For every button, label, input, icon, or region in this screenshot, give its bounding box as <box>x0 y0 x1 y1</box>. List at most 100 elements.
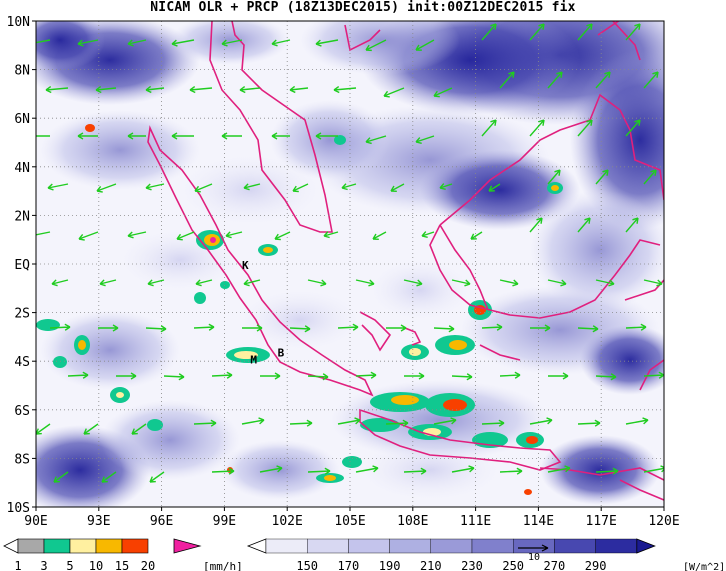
olr-legend-swatch <box>348 538 390 554</box>
station-label: B <box>278 346 285 359</box>
olr-legend-swatch <box>595 538 637 554</box>
wind-arrow <box>271 132 290 140</box>
wind-arrow <box>96 183 117 193</box>
wind-arrow <box>577 23 593 41</box>
wind-arrow <box>481 419 505 427</box>
wind-arrow <box>421 231 435 238</box>
wind-arrow <box>333 85 357 94</box>
wind-arrow <box>415 135 435 144</box>
precip-legend-swatch <box>121 538 149 554</box>
wind-arrow <box>36 39 51 44</box>
wind-arrow <box>95 85 117 94</box>
wind-arrow <box>355 465 379 473</box>
station-label: K <box>242 259 249 272</box>
wind-arrow <box>145 325 167 333</box>
wind-arrow <box>83 423 99 435</box>
wind-arrow <box>292 183 309 193</box>
precip-legend-arrow-left <box>3 538 19 554</box>
wind-arrow <box>195 279 213 287</box>
wind-arrow <box>415 39 435 51</box>
wind-arrow <box>221 39 243 47</box>
wind-arrow <box>643 169 657 185</box>
coastlines <box>147 21 664 501</box>
wind-arrow <box>211 467 235 475</box>
olr-legend-label: 150 <box>296 559 318 571</box>
wind-arrow <box>488 183 501 192</box>
wind-arrow <box>433 417 457 425</box>
wind-arrow <box>36 231 51 236</box>
wind-arrow <box>643 279 663 287</box>
lon-label: 93E <box>87 514 110 529</box>
wind-arrow <box>211 371 233 379</box>
precip-legend-swatch <box>95 538 123 554</box>
lon-label: 99E <box>213 514 236 529</box>
precip-legend-swatch <box>43 538 71 554</box>
wind-arrow <box>625 23 641 41</box>
wind-arrow <box>78 231 99 241</box>
wind-arrow <box>499 371 521 379</box>
lat-label: 6S <box>14 404 30 419</box>
wind-arrow <box>53 471 69 483</box>
wind-arrow <box>193 323 215 331</box>
wind-arrow <box>547 279 567 287</box>
precip-legend-label: 3 <box>40 559 47 571</box>
wind-arrow <box>77 39 99 47</box>
wind-arrow <box>341 183 357 191</box>
lat-label: 4S <box>14 355 30 370</box>
lat-label: 6N <box>14 112 30 127</box>
lat-label: 2S <box>14 307 30 322</box>
olr-legend-label: 250 <box>502 559 524 571</box>
wind-arrow <box>289 325 311 333</box>
wind-arrow <box>127 39 147 47</box>
wind-arrow <box>243 183 261 191</box>
wind-arrow <box>45 85 69 94</box>
wind-arrow <box>403 467 427 475</box>
wind-arrow <box>595 169 609 185</box>
lon-label: 90E <box>24 514 47 529</box>
lat-label: 8S <box>14 452 30 467</box>
wind-arrow <box>577 217 591 233</box>
wind-arrow <box>625 323 647 331</box>
wind-arrow <box>307 467 331 475</box>
precip-legend-arrow-right <box>173 538 202 554</box>
reference-vector-label: 10 <box>528 552 540 563</box>
wind-arrow <box>131 423 147 435</box>
lon-label: 117E <box>586 514 617 529</box>
wind-arrow <box>547 71 563 89</box>
wind-arrow <box>365 39 387 52</box>
wind-arrow <box>116 372 137 380</box>
wind-arrow <box>260 372 281 380</box>
precip-legend-swatch <box>69 538 97 554</box>
wind-arrow <box>547 465 571 473</box>
wind-arrow <box>372 231 387 240</box>
wind-arrow <box>577 419 601 427</box>
precip-legend-label: 1 <box>14 559 21 571</box>
wind-arrow <box>481 323 503 331</box>
wind-arrow <box>529 217 543 233</box>
station-markers: K M B <box>242 259 285 367</box>
lat-label: 2N <box>14 209 30 224</box>
wind-arrow <box>433 87 453 98</box>
wind-arrow <box>239 85 261 94</box>
lat-label: 4N <box>14 161 30 176</box>
lon-axis: 90E 93E 96E 99E 102E 105E 108E 111E 114E 117E 120E <box>24 507 680 529</box>
lat-label: EQ <box>14 258 30 273</box>
reference-vector-arrow <box>518 544 549 552</box>
wind-arrow <box>274 231 291 241</box>
olr-legend-unit: [W/m^2] <box>683 562 725 571</box>
olr-legend-label: 270 <box>544 559 566 571</box>
wind-arrow <box>51 279 69 287</box>
wind-arrow <box>499 467 523 475</box>
wind-arrow <box>625 217 639 233</box>
wind-arrow <box>315 132 338 140</box>
wind-arrow <box>499 71 515 89</box>
precip-legend-label: 20 <box>141 559 155 571</box>
wind-arrow <box>101 471 117 483</box>
olr-legend-swatch <box>389 538 432 554</box>
lon-label: 102E <box>272 514 303 529</box>
wind-arrow <box>307 373 329 381</box>
wind-arrow <box>439 183 453 190</box>
wind-arrow <box>481 119 497 137</box>
wind-arrow <box>127 231 147 239</box>
